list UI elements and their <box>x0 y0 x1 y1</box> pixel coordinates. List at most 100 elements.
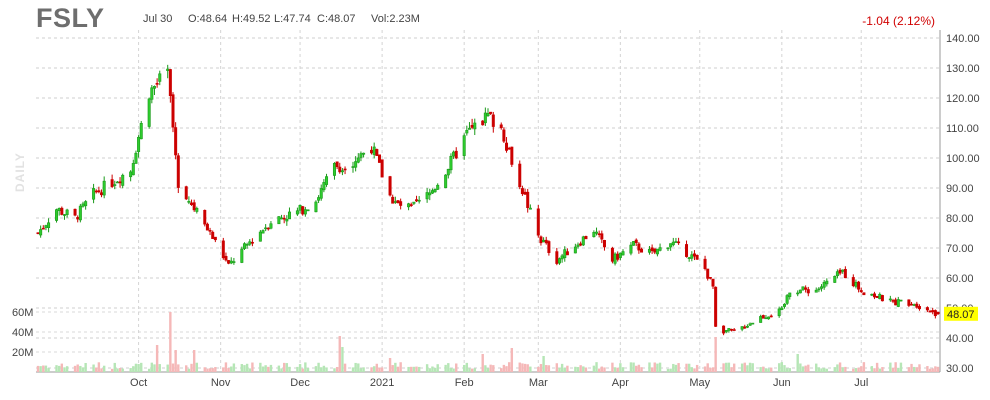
candle-body <box>317 197 321 201</box>
volume-bar <box>261 366 265 372</box>
volume-bar <box>841 367 844 372</box>
candle-body <box>936 311 940 315</box>
volume-bar <box>653 362 656 372</box>
volume-bar <box>703 366 707 372</box>
candle-body <box>761 315 765 319</box>
volume-bar <box>462 364 466 372</box>
candle-body <box>176 155 180 188</box>
candle-body <box>76 217 80 220</box>
volume-bar <box>357 363 360 372</box>
candle-body <box>131 163 135 176</box>
volume-bar <box>190 363 193 372</box>
volume-bar <box>192 350 196 372</box>
candle-body <box>722 325 726 334</box>
candle-body <box>843 268 847 279</box>
candle-body <box>306 209 310 212</box>
volume-bar <box>320 367 323 372</box>
volume-bar <box>481 354 484 372</box>
volume-bar <box>174 350 177 372</box>
candle-body <box>155 83 159 85</box>
volume-bar <box>709 367 712 372</box>
candle-body <box>899 299 903 302</box>
candle-body <box>409 204 413 206</box>
volume-bar <box>444 364 447 372</box>
candle-body <box>250 241 254 244</box>
volume-bar <box>616 367 619 372</box>
candle-body <box>690 254 694 259</box>
candle-body <box>602 240 606 248</box>
candle-body <box>322 182 326 191</box>
candle-body <box>425 192 429 200</box>
volume-bar <box>132 366 135 372</box>
candle-body <box>338 166 342 173</box>
volume-bar <box>934 366 937 372</box>
candle-body <box>319 188 323 199</box>
volume-bar <box>81 367 85 372</box>
volume-bar <box>267 366 270 372</box>
volume-bar <box>862 362 866 372</box>
volume-bar <box>725 362 728 372</box>
candlesticks <box>36 64 940 336</box>
volume-bar <box>388 358 392 372</box>
volume-bar <box>378 367 381 372</box>
candle-body <box>751 322 755 325</box>
candle-body <box>613 253 617 264</box>
volume-bar <box>211 368 214 372</box>
volume-bar <box>343 363 347 372</box>
volume-bar <box>60 363 64 372</box>
candle-body <box>298 204 302 211</box>
volume-bar <box>338 336 341 372</box>
volume-bar <box>57 365 61 372</box>
candle-body <box>806 289 810 294</box>
volume-bar <box>473 368 476 372</box>
candle-body <box>240 248 244 263</box>
candle-body <box>483 112 487 124</box>
candle-body <box>714 286 718 327</box>
volume-bar <box>304 362 307 372</box>
volume-bar <box>658 362 662 372</box>
candle-body <box>835 271 839 277</box>
candle-body <box>44 225 48 228</box>
candle-body <box>544 239 548 244</box>
volume-bar <box>95 367 98 372</box>
candle-body <box>356 157 360 163</box>
volume-bar <box>118 367 122 372</box>
candle-body <box>862 292 866 296</box>
candle-body <box>917 306 921 310</box>
volume-bar <box>240 364 244 372</box>
volume-bar <box>711 367 715 372</box>
volume-axis: 60M 40M 20M <box>12 307 33 359</box>
volume-bar <box>672 363 675 372</box>
volume-bar <box>370 367 373 372</box>
volume-bar <box>611 362 614 372</box>
volume-bar <box>621 367 625 372</box>
volume-bar <box>518 362 521 372</box>
volume-bar <box>505 366 508 372</box>
candle-body <box>213 236 217 241</box>
volume-bar <box>259 362 262 372</box>
volume-bar <box>110 368 114 372</box>
volume-bar <box>584 367 588 372</box>
volume-bar <box>486 368 490 372</box>
price-tick-label: 80.00 <box>946 213 974 225</box>
volume-bar <box>158 364 161 372</box>
candle-body <box>375 149 379 156</box>
candle-body <box>703 258 707 269</box>
candle-body <box>745 326 749 328</box>
volume-bar <box>897 367 900 372</box>
candle-body <box>796 292 800 295</box>
volume-bar <box>595 362 598 372</box>
candle-body <box>499 124 503 129</box>
candle-body <box>759 316 763 323</box>
candle-body <box>565 251 569 256</box>
date-tick-label: Jun <box>773 377 791 389</box>
volume-bar <box>341 347 344 372</box>
volume-bar <box>36 365 40 372</box>
candle-body <box>242 243 246 249</box>
volume-bar <box>748 362 752 372</box>
volume-bar <box>838 362 842 372</box>
volume-bar <box>452 368 455 372</box>
candle-body <box>910 303 914 306</box>
candle-body <box>711 278 715 287</box>
